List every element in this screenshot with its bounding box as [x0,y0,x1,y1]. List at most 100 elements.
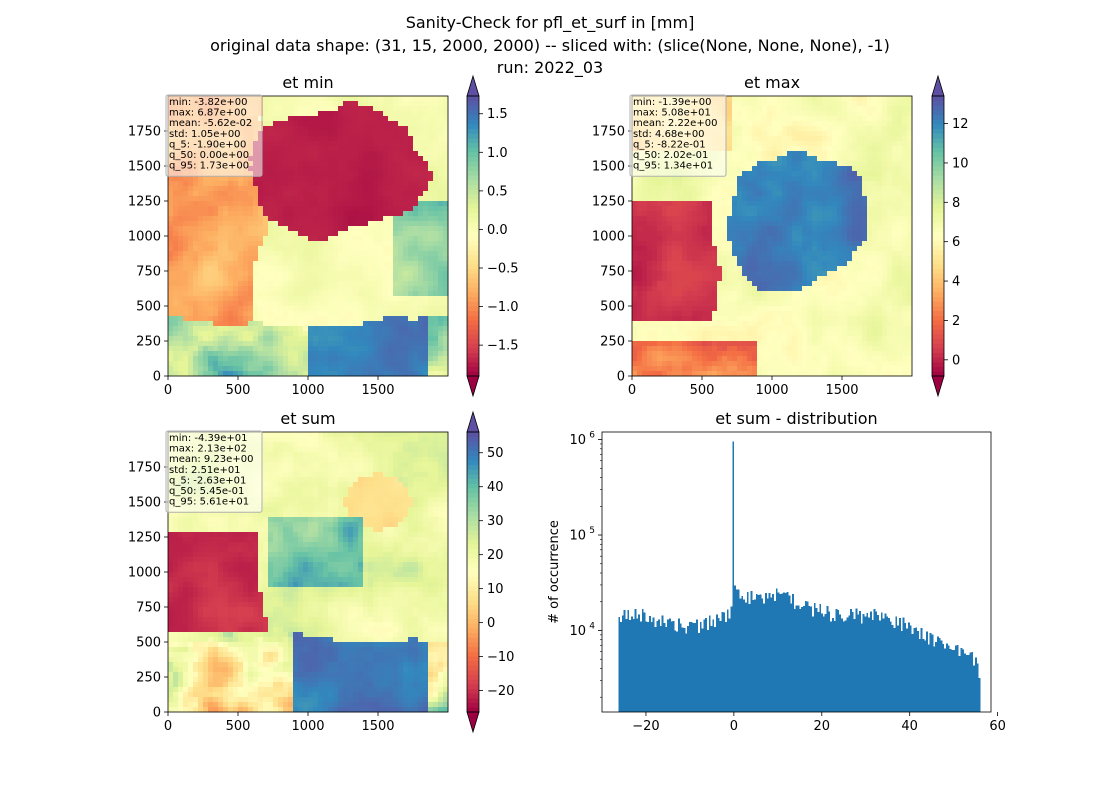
heatmap-cell [438,191,444,197]
heatmap-cell [208,296,214,302]
heatmap-cell [752,226,758,232]
heatmap-cell [637,246,643,252]
colorbar-segment [467,250,479,256]
heatmap-cell [208,366,214,372]
heatmap-cell [747,196,753,202]
heatmap-cell [278,246,284,252]
heatmap-cell [832,101,838,107]
heatmap-cell [333,206,339,212]
heatmap-cell [228,181,234,187]
heatmap-cell [348,291,354,297]
heatmap-cell [837,196,843,202]
heatmap-cell [383,156,389,162]
heatmap-cell [318,346,324,352]
heatmap-cell [413,131,419,137]
heatmap-cell [188,241,194,247]
heatmap-cell [283,321,289,327]
heatmap-cell [258,316,264,322]
heatmap-cell [343,296,349,302]
heatmap-cell [168,191,174,197]
heatmap-cell [233,191,239,197]
heatmap-cell [268,176,274,182]
heatmap-cell [323,106,329,112]
heatmap-cell [233,321,239,327]
heatmap-cell [867,106,873,112]
heatmap-cell [373,356,379,362]
heatmap-cell [902,131,908,137]
heatmap-cell [807,241,813,247]
heatmap-cell [308,161,314,167]
heatmap-cell [902,211,908,217]
heatmap-cell [353,336,359,342]
heatmap-cell [333,276,339,282]
colorbar-segment [467,110,479,116]
heatmap-cell [198,286,204,292]
heatmap-cell [428,246,434,252]
heatmap-cell [802,146,808,152]
heatmap-cell [812,121,818,127]
heatmap-cell [857,156,863,162]
heatmap-cell [812,131,818,137]
heatmap-cell [872,196,878,202]
heatmap-cell [273,256,279,262]
heatmap-cell [722,181,728,187]
heatmap-cell [213,181,219,187]
heatmap-cell [203,236,209,242]
heatmap-cell [413,266,419,272]
heatmap-cell [288,241,294,247]
heatmap-cell [433,316,439,322]
heatmap-cell [228,271,234,277]
heatmap-cell [298,226,304,232]
heatmap-cell [867,171,873,177]
heatmap-cell [213,351,219,357]
heatmap-cell [782,151,788,157]
heatmap-cell [802,246,808,252]
heatmap-cell [338,216,344,222]
heatmap-cell [418,121,424,127]
heatmap-cell [847,101,853,107]
heatmap-cell [892,111,898,117]
heatmap-cell [363,166,369,172]
heatmap-cell [363,246,369,252]
heatmap-cell [353,236,359,242]
heatmap-cell [403,356,409,362]
heatmap-cell [887,186,893,192]
heatmap-cell [358,331,364,337]
heatmap-cell [358,226,364,232]
heatmap-cell [383,211,389,217]
heatmap-cell [253,361,259,367]
heatmap-cell [832,231,838,237]
heatmap-cell [263,171,269,177]
heatmap-cell [278,276,284,282]
heatmap-cell [677,201,683,207]
heatmap-cell [842,121,848,127]
heatmap-cell [792,141,798,147]
heatmap-cell [258,251,264,257]
heatmap-cell [323,151,329,157]
heatmap-cell [173,291,179,297]
heatmap-cell [288,251,294,257]
heatmap-cell [877,181,883,187]
heatmap-cell [248,261,254,267]
heatmap-cell [403,236,409,242]
heatmap-cell [238,181,244,187]
heatmap-cell [318,131,324,137]
heatmap-cell [882,211,888,217]
heatmap-cell [662,236,668,242]
heatmap-cell [248,281,254,287]
heatmap-cell [318,266,324,272]
heatmap-cell [253,261,259,267]
heatmap-cell [273,111,279,117]
x-tick-label: 1500 [361,383,394,398]
heatmap-cell [662,241,668,247]
heatmap-cell [403,101,409,107]
heatmap-cell [413,326,419,332]
heatmap-cell [228,201,234,207]
heatmap-cell [802,166,808,172]
heatmap-cell [792,221,798,227]
heatmap-cell [293,156,299,162]
heatmap-cell [832,221,838,227]
heatmap-cell [218,261,224,267]
heatmap-cell [832,146,838,152]
heatmap-cell [203,341,209,347]
